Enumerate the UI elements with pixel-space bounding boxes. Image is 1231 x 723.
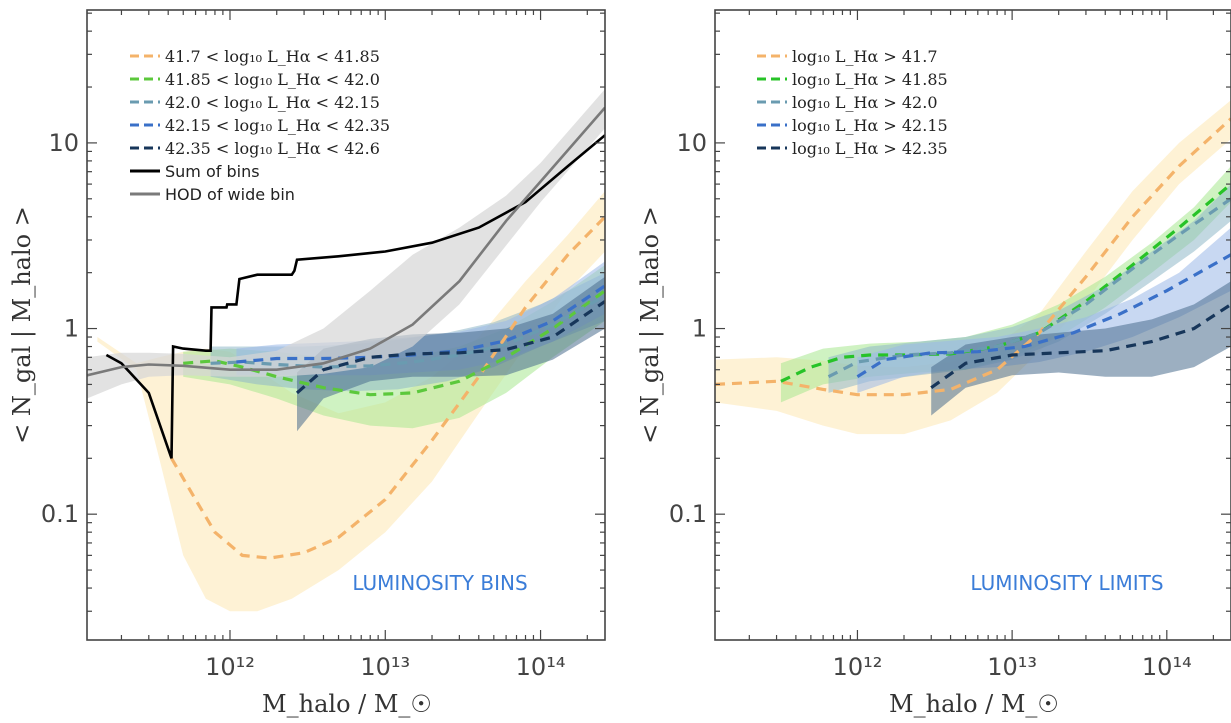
x-tick-label: 10¹⁴ bbox=[1142, 653, 1192, 681]
line-series-6 bbox=[87, 106, 605, 377]
x-tick-label: 10¹² bbox=[833, 653, 883, 681]
y-tick-label: 0.1 bbox=[669, 500, 707, 528]
legend-entry-hod-of-wide-bin: HOD of wide bin bbox=[165, 185, 295, 204]
left-panel: 10¹² 10¹³ 10¹⁴ 0.1 1 10 M_halo / M_☉ < N_gal | … bbox=[8, 9, 606, 718]
line-series-1 bbox=[183, 289, 605, 397]
panel-annotation: LUMINOSITY LIMITS bbox=[970, 571, 1163, 595]
x-tick-label: 10¹⁴ bbox=[516, 653, 566, 681]
plot-area bbox=[715, 100, 1231, 435]
legend-entry-log-l-h-41-7: log₁₀ L_Hα > 41.7 bbox=[792, 47, 938, 66]
line-series-4 bbox=[295, 300, 605, 395]
x-tick-label: 10¹³ bbox=[987, 653, 1037, 681]
line-series-1 bbox=[780, 182, 1231, 383]
y-tick-label: 10 bbox=[676, 129, 707, 157]
band-series-4 bbox=[297, 276, 605, 432]
line-series-4 bbox=[930, 303, 1231, 390]
right-panel: 10¹² 10¹³ 10¹⁴ 0.1 1 10 M_halo / M_☉ < N_gal | … bbox=[636, 9, 1231, 718]
y-tick-label: 1 bbox=[64, 315, 79, 343]
legend-entry-42-0-log-l-h-42-15: 42.0 < log₁₀ L_Hα < 42.15 bbox=[165, 93, 380, 112]
x-tick-label: 10¹³ bbox=[360, 653, 410, 681]
x-axis-label: M_halo / M_☉ bbox=[262, 690, 432, 718]
plot-frame bbox=[86, 9, 606, 641]
band-series-2 bbox=[828, 184, 1231, 393]
line-series-0 bbox=[715, 117, 1231, 397]
legend-entry-log-l-h-42-35: log₁₀ L_Hα > 42.35 bbox=[792, 139, 948, 158]
legend-entry-41-7-log-l-h-41-85: 41.7 < log₁₀ L_Hα < 41.85 bbox=[165, 47, 380, 66]
legend-entry-sum-of-bins: Sum of bins bbox=[165, 162, 260, 181]
line-series-3 bbox=[856, 253, 1231, 379]
y-tick-label: 1 bbox=[692, 315, 707, 343]
legend-entry-log-l-h-42-0: log₁₀ L_Hα > 42.0 bbox=[792, 93, 938, 112]
line-series-2 bbox=[827, 197, 1231, 379]
band-series-1 bbox=[780, 166, 1231, 403]
legend-entry-42-15-log-l-h-42-35: 42.15 < log₁₀ L_Hα < 42.35 bbox=[165, 116, 390, 135]
x-axis-label: M_halo / M_☉ bbox=[889, 690, 1059, 718]
plot-frame bbox=[714, 9, 1231, 641]
legend-entry-log-l-h-42-15: log₁₀ L_Hα > 42.15 bbox=[792, 116, 948, 135]
line-series-0 bbox=[170, 215, 605, 560]
y-tick-label: 0.1 bbox=[41, 500, 79, 528]
band-series-6 bbox=[87, 89, 605, 399]
panel-annotation: LUMINOSITY BINS bbox=[352, 571, 527, 595]
band-series-4 bbox=[931, 281, 1231, 416]
legend-entry-41-85-log-l-h-42-0: 41.85 < log₁₀ L_Hα < 42.0 bbox=[165, 70, 380, 89]
y-axis-label: < N_gal | M_halo > bbox=[8, 206, 37, 444]
band-series-0 bbox=[97, 191, 605, 612]
legend-entry-42-35-log-l-h-42-6: 42.35 < log₁₀ L_Hα < 42.6 bbox=[165, 139, 380, 158]
x-tick-label: 10¹² bbox=[205, 653, 255, 681]
y-tick-label: 10 bbox=[48, 129, 79, 157]
plot-area bbox=[87, 89, 605, 612]
y-axis-label: < N_gal | M_halo > bbox=[636, 206, 665, 444]
legend-entry-log-l-h-41-85: log₁₀ L_Hα > 41.85 bbox=[792, 70, 948, 89]
